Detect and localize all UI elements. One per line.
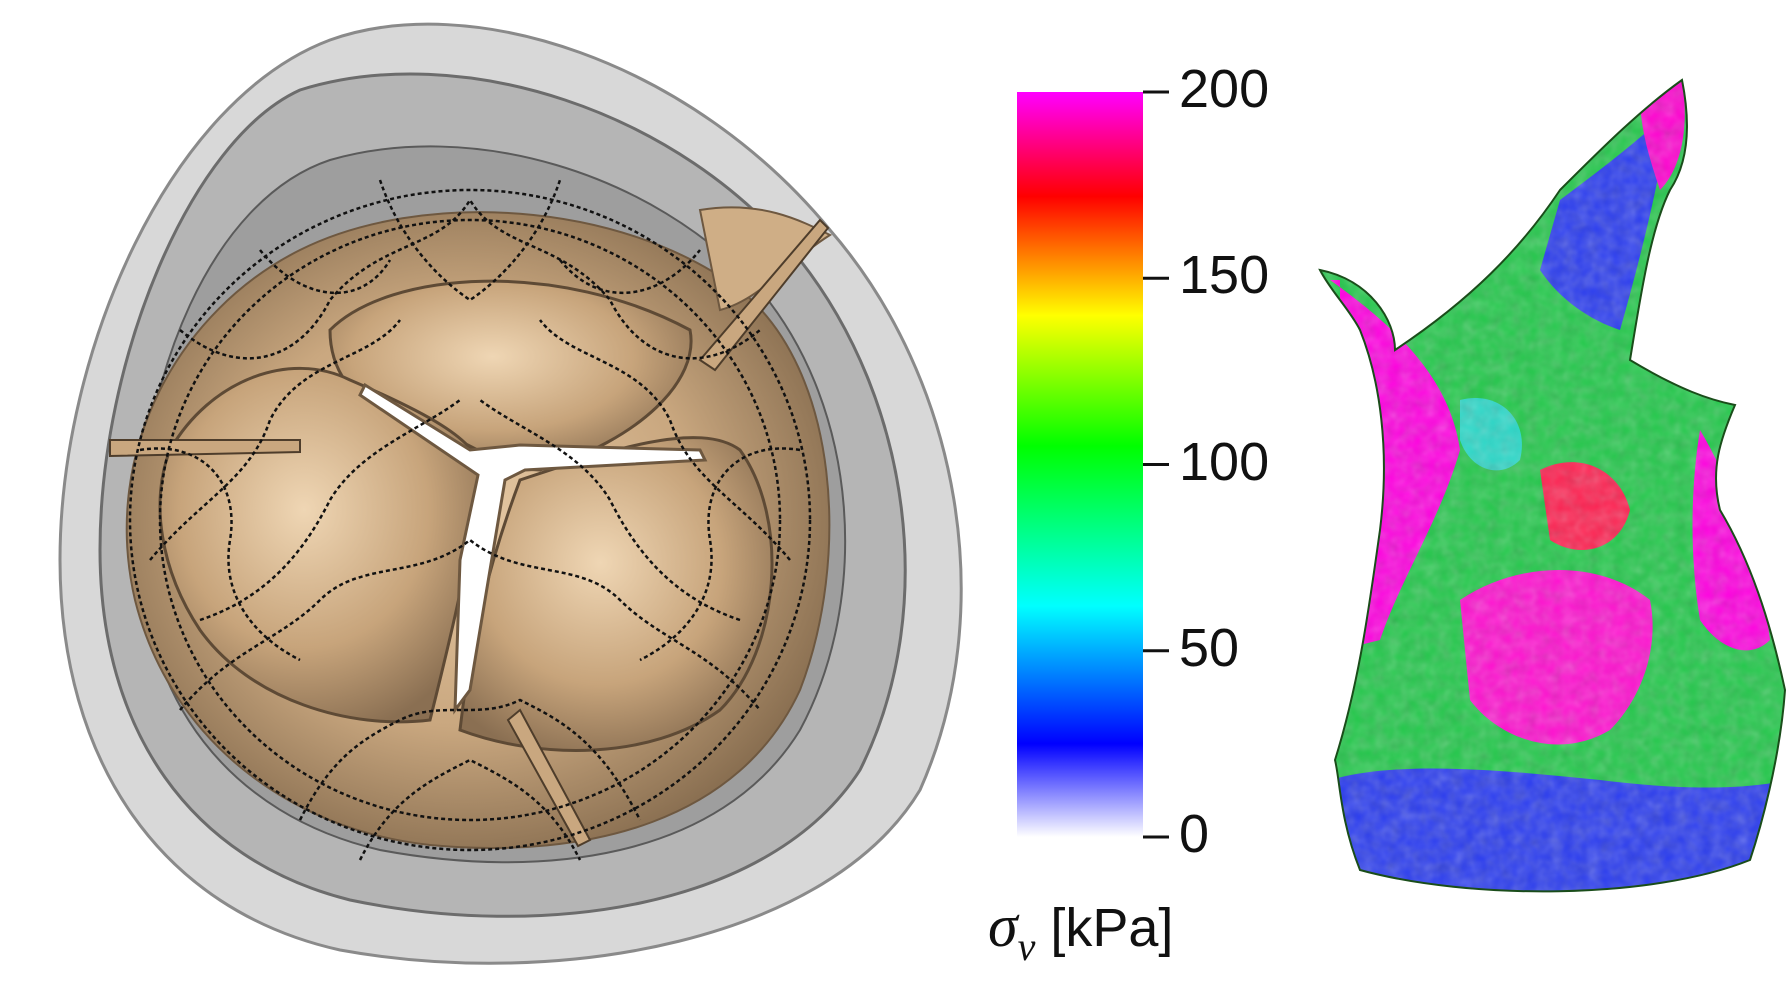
tissue-flap-upper-right bbox=[698, 206, 833, 312]
colorbar-ticks bbox=[1143, 90, 1169, 839]
colorbar-title-unit: [kPa] bbox=[1050, 898, 1174, 958]
colorbar-tick-label: 200 bbox=[1179, 59, 1270, 119]
stent-wire-frame bbox=[128, 179, 812, 861]
colorbar-title: σv [kPa] bbox=[988, 893, 1174, 967]
colorbar-tick-label: 0 bbox=[1179, 804, 1210, 864]
colorbar-title-symbol: σ bbox=[988, 893, 1018, 959]
commissure-post-bottom bbox=[506, 708, 592, 848]
leaflet-left bbox=[158, 366, 482, 724]
commissure-post-top-right bbox=[698, 218, 830, 372]
colorbar-tick-label: 100 bbox=[1179, 431, 1270, 492]
colorbar-tick-label: 50 bbox=[1179, 617, 1240, 678]
colorbar-bar bbox=[1017, 92, 1143, 837]
colorbar-tick-label: 150 bbox=[1179, 245, 1270, 306]
commissure-post-left bbox=[109, 439, 301, 458]
colorbar-title-subscript: v bbox=[1017, 924, 1036, 969]
stress-valve-outline bbox=[1318, 78, 1787, 893]
coaptation-gap bbox=[358, 382, 708, 715]
